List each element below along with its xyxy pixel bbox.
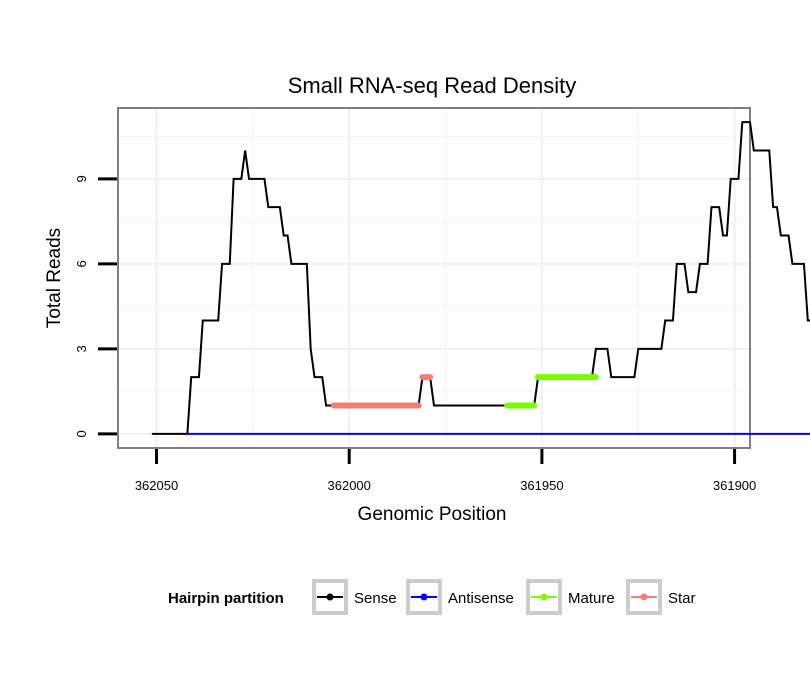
legend-item-mature: Mature: [526, 579, 615, 615]
legend-item-sense: Sense: [312, 579, 397, 615]
legend-key-dot: [420, 593, 428, 601]
axes: 362050 362000 361950 361900 0 3 6 9: [74, 175, 756, 493]
x-tick-label: 361950: [520, 478, 563, 493]
x-tick-label: 361900: [713, 478, 756, 493]
legend-label: Sense: [354, 590, 397, 607]
y-tick-label: 3: [74, 345, 89, 352]
y-axis-label: Total Reads: [44, 228, 65, 328]
series-line-sense: [151, 121, 810, 435]
x-tick-label: 362000: [328, 478, 371, 493]
series-layer: [151, 121, 810, 435]
legend-label: Mature: [568, 590, 615, 607]
y-tick-label: 6: [74, 260, 89, 267]
legend-item-antisense: Antisense: [406, 579, 514, 615]
legend-key-box: [312, 579, 348, 615]
y-tick-label: 9: [74, 175, 89, 182]
legend-key-dot: [640, 593, 648, 601]
legend-key-dot: [540, 593, 548, 601]
chart-title: Small RNA-seq Read Density: [288, 73, 577, 98]
legend-label: Star: [668, 590, 696, 607]
legend: Sense Antisense Mature Star: [312, 579, 696, 615]
x-tick-label: 362050: [135, 478, 178, 493]
legend-key-dot: [326, 593, 334, 601]
y-tick-label: 0: [74, 430, 89, 437]
legend-item-star: Star: [626, 579, 696, 615]
legend-label: Antisense: [448, 590, 514, 607]
legend-title: Hairpin partition: [168, 590, 284, 607]
plot-panel: [117, 107, 751, 449]
x-axis-label: Genomic Position: [358, 504, 507, 525]
